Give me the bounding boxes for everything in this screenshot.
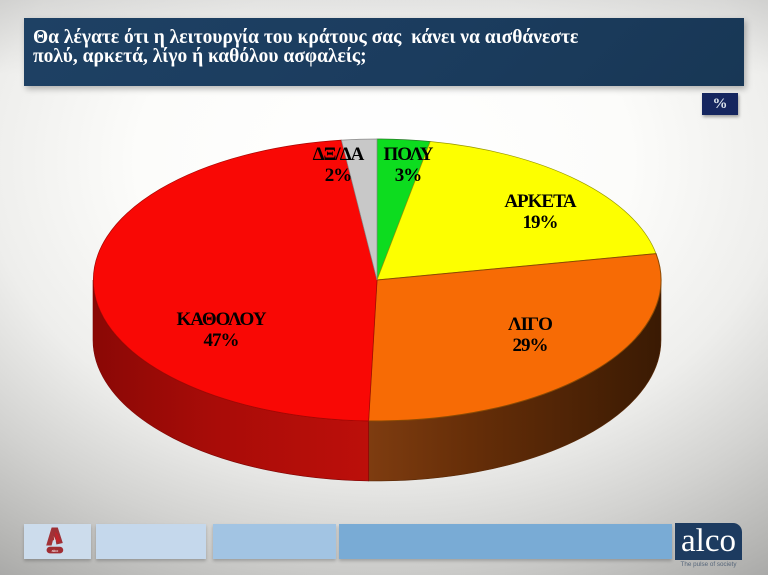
svg-text:alco: alco — [52, 549, 59, 553]
